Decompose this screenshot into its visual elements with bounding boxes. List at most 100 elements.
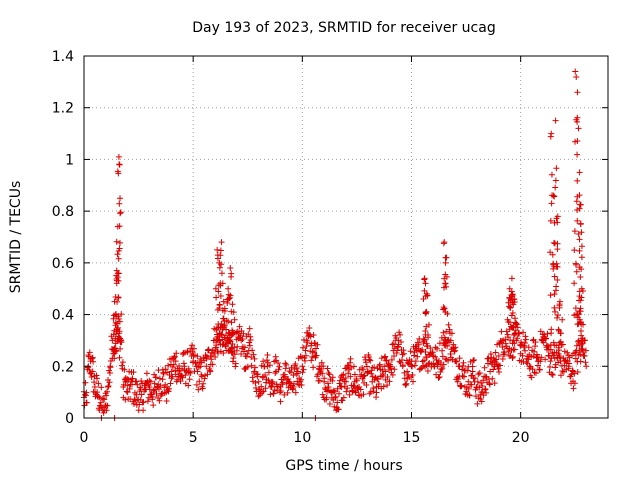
data-point <box>459 372 466 379</box>
data-point <box>520 329 527 336</box>
data-point <box>531 369 538 376</box>
data-point <box>251 355 258 362</box>
data-point <box>217 247 224 254</box>
data-point <box>437 368 444 375</box>
data-point <box>547 217 554 224</box>
data-point <box>227 292 234 299</box>
data-point <box>345 370 352 377</box>
data-point <box>340 371 347 378</box>
data-point <box>87 358 94 365</box>
data-point <box>230 355 237 362</box>
data-point <box>91 383 98 390</box>
data-point <box>276 363 283 370</box>
data-point <box>511 330 518 337</box>
data-point <box>102 402 109 409</box>
data-point <box>214 348 221 355</box>
data-point <box>367 389 374 396</box>
x-tick-label: 0 <box>80 430 89 446</box>
data-point <box>551 349 558 356</box>
data-point <box>251 368 258 375</box>
data-point <box>119 359 126 366</box>
data-point <box>401 369 408 376</box>
data-point <box>549 251 556 258</box>
data-point <box>218 270 225 277</box>
data-point <box>203 363 210 370</box>
data-point <box>347 355 354 362</box>
data-point <box>471 375 478 382</box>
data-point <box>107 357 114 364</box>
data-point <box>579 287 586 294</box>
data-point <box>360 373 367 380</box>
data-point <box>298 382 305 389</box>
data-point <box>149 393 156 400</box>
data-point <box>302 352 309 359</box>
x-tick-label: 5 <box>189 430 198 446</box>
data-point <box>571 280 578 287</box>
data-point <box>98 384 105 391</box>
data-point <box>574 137 581 144</box>
data-point <box>216 302 223 309</box>
data-point <box>574 217 581 224</box>
data-point <box>574 368 581 375</box>
data-point <box>547 249 554 256</box>
data-point <box>505 334 512 341</box>
data-point <box>532 339 539 346</box>
data-point <box>162 366 169 373</box>
data-point <box>576 264 583 271</box>
data-point <box>543 335 550 342</box>
data-point <box>466 392 473 399</box>
data-point <box>240 348 247 355</box>
data-point <box>432 344 439 351</box>
data-point <box>313 345 320 352</box>
data-point <box>449 356 456 363</box>
data-point <box>554 277 561 284</box>
data-point <box>292 361 299 368</box>
data-point <box>151 380 158 387</box>
data-point <box>126 385 133 392</box>
data-point <box>117 345 124 352</box>
data-point <box>215 288 222 295</box>
data-point <box>115 255 122 262</box>
data-point <box>554 312 561 319</box>
data-point <box>115 170 122 177</box>
data-point <box>117 337 124 344</box>
data-point <box>412 358 419 365</box>
data-point <box>250 351 257 358</box>
data-point <box>391 352 398 359</box>
data-point <box>399 351 406 358</box>
data-point <box>338 372 345 379</box>
data-point <box>226 334 233 341</box>
data-point <box>501 351 508 358</box>
data-point <box>343 388 350 395</box>
data-point <box>496 362 503 369</box>
data-point <box>340 394 347 401</box>
data-point <box>537 328 544 335</box>
data-point <box>172 358 179 365</box>
data-point <box>486 381 493 388</box>
data-point <box>481 364 488 371</box>
data-point <box>164 387 171 394</box>
data-point <box>570 368 577 375</box>
data-point <box>434 345 441 352</box>
data-point <box>246 325 253 332</box>
data-point <box>103 392 110 399</box>
data-point <box>220 341 227 348</box>
data-point <box>440 329 447 336</box>
data-point <box>171 353 178 360</box>
data-point <box>571 247 578 254</box>
data-point <box>122 378 129 385</box>
data-point <box>88 374 95 381</box>
data-point <box>350 363 357 370</box>
data-point <box>264 357 271 364</box>
data-point <box>554 219 561 226</box>
data-point <box>447 337 454 344</box>
data-point <box>550 352 557 359</box>
data-point <box>98 404 105 411</box>
data-point <box>440 240 447 247</box>
data-point <box>571 380 578 387</box>
data-point <box>569 367 576 374</box>
data-point <box>485 355 492 362</box>
data-point <box>217 282 224 289</box>
data-point <box>580 321 587 328</box>
data-point <box>548 200 555 207</box>
